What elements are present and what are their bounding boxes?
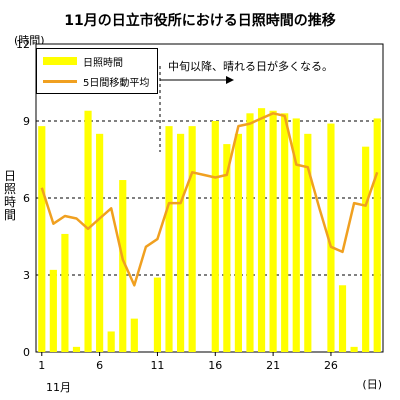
legend-item-bars: 日照時間 (43, 54, 123, 69)
bar (72, 346, 81, 352)
bar (281, 113, 289, 352)
bar (49, 269, 57, 352)
bar (362, 146, 370, 352)
x-tick-label: 21 (266, 359, 280, 372)
bar (304, 133, 312, 352)
chart-title: 11月の日立市役所における日照時間の推移 (64, 13, 336, 29)
bar (327, 123, 335, 352)
x-tick-label: 1 (38, 359, 45, 372)
bar (269, 110, 277, 352)
annotation-arrow-head (226, 76, 234, 84)
legend-swatch-line (43, 79, 77, 83)
y-tick-label: 9 (23, 115, 30, 128)
bar (130, 318, 138, 352)
bar (257, 108, 266, 353)
bar (292, 118, 300, 352)
legend-label-line: 5日間移動平均 (83, 77, 150, 89)
y-tick-label: 0 (23, 346, 30, 359)
bar (38, 126, 46, 352)
bar (234, 133, 243, 352)
bar (373, 118, 381, 352)
bar (223, 144, 231, 352)
bar (61, 233, 69, 352)
bar (176, 133, 185, 352)
y-axis-label: 日照時間 (4, 169, 17, 222)
bar (165, 126, 173, 352)
x-tick-label: 6 (96, 359, 103, 372)
month-label: 11月 (46, 381, 71, 394)
x-tick-label: 11 (150, 359, 164, 372)
bar (96, 133, 104, 352)
bar (211, 121, 219, 352)
x-tick-label: 16 (208, 359, 222, 372)
legend: 日照時間 5日間移動平均 (36, 48, 158, 94)
bar (188, 126, 196, 352)
legend-swatch-bars (43, 57, 77, 65)
annotation-text: 中旬以降、晴れる日が多くなる。 (168, 60, 333, 73)
bar (107, 331, 115, 352)
bar (350, 346, 358, 352)
y-tick-label: 3 (23, 269, 30, 282)
bar (246, 113, 254, 352)
y-tick-label: 6 (23, 192, 30, 205)
legend-item-line: 5日間移動平均 (43, 74, 150, 89)
bar (153, 277, 162, 352)
moving-average-line (40, 112, 379, 287)
x-tick-label: 26 (324, 359, 338, 372)
legend-label-bars: 日照時間 (83, 57, 123, 69)
y-tick-label: 12 (16, 38, 30, 51)
x-axis-unit: (日) (362, 378, 382, 391)
bar (119, 180, 127, 352)
bar (338, 285, 347, 352)
bar (84, 110, 92, 352)
